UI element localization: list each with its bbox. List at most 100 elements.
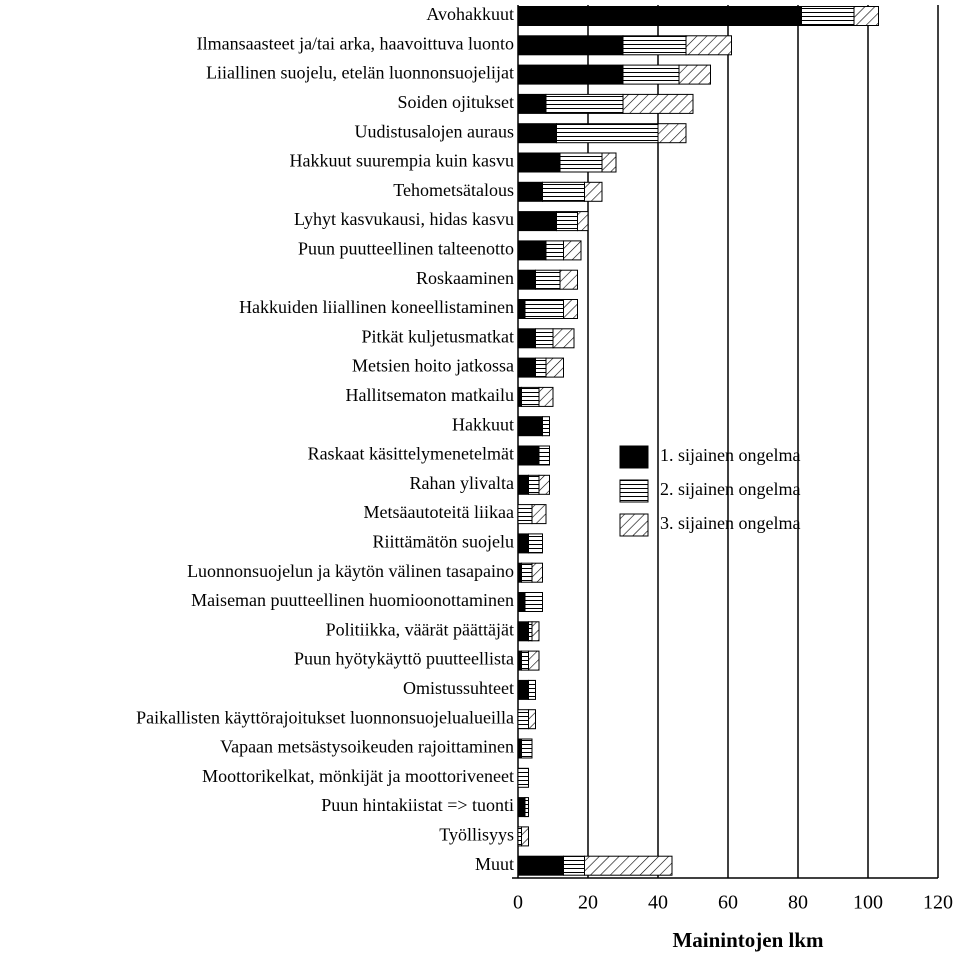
bar-segment [517,679,529,700]
y-tick-label: Hallitsematon matkailu [346,385,514,405]
bar-segment [556,211,578,232]
bar-segment [531,504,547,525]
bar-segment [545,240,564,261]
y-tick-label: Avohakkuut [426,4,514,24]
bar-segment [577,211,589,232]
bar-segment [531,562,543,583]
bar-segment [528,621,533,642]
legend-label: 3. sijainen ongelma [660,513,800,533]
bar-segment [545,93,624,114]
y-tick-label: Vapaan metsästysoikeuden rajoittaminen [220,737,514,757]
bar-segment [517,328,536,349]
bar-segment [622,35,687,56]
bar-segment [601,152,617,173]
bar-segment [517,299,526,319]
bar-segment [521,386,540,407]
bar-segment [517,855,564,876]
bar-segment [517,6,802,26]
bar-segment [535,269,561,290]
bar-segment [517,797,526,818]
y-tick-label: Hakkuiden liiallinen koneellistaminen [239,297,514,317]
bar-segment [535,357,547,378]
bar-segment [517,504,533,525]
legend-swatch [619,513,649,537]
bar-segment [517,650,522,671]
y-tick-label: Uudistusalojen auraus [355,121,514,141]
y-tick-label: Ilmansaasteet ja/tai arka, haavoittuva l… [197,33,514,53]
bar-segment [517,826,522,847]
y-tick-label: Paikallisten käyttörajoitukset luonnonsu… [136,707,514,727]
bar-segment [528,474,540,495]
bar-segment [521,562,533,583]
bar-segment [528,533,543,554]
bar-segment [563,240,582,261]
bar-segment [528,709,536,730]
bar-segment [517,269,536,290]
bar-segment [538,474,550,495]
x-tick-label: 40 [648,892,668,914]
bar-segment [685,35,732,56]
bar-segment [517,386,522,407]
bar-segment [657,123,687,144]
y-tick-label: Raskaat käsittelymenetelmät [308,444,514,464]
bar-segment [552,328,575,349]
legend-label: 2. sijainen ongelma [660,479,800,499]
bar-segment [538,445,550,466]
bar-segment [542,181,585,202]
bar-segment [678,64,711,85]
y-tick-label: Moottorikelkat, mönkijät ja moottorivene… [202,766,514,786]
bar-segment [524,797,529,818]
y-tick-label: Puun puutteellinen talteenotto [298,239,514,259]
bar-segment [535,328,554,349]
bar-segment [559,269,578,290]
bar-segment [517,152,561,173]
bar-segment [517,123,557,144]
bar-segment [517,211,557,232]
y-tick-label: Liiallinen suojelu, etelän luonnonsuojel… [206,63,514,83]
bar-segment [801,6,855,26]
bar-segment [559,152,603,173]
legend-label: 1. sijainen ongelma [660,445,800,465]
bar-segment [517,767,529,788]
bar-segment [538,386,554,407]
bar-segment [521,738,533,759]
bar-segment [517,474,529,495]
legend-swatch [619,445,649,469]
y-tick-label: Roskaaminen [416,268,514,288]
bar-segment [528,650,540,671]
bar-segment [517,416,543,437]
y-tick-label: Puun hintakiistat => tuonti [321,795,514,815]
x-tick-label: 60 [718,892,738,914]
y-tick-label: Riittämätön suojelu [373,532,515,552]
bar-segment [524,592,543,612]
bar-segment [584,181,603,202]
bar-segment [517,592,526,612]
bar-segment [584,855,673,876]
y-tick-label: Metsien hoito jatkossa [352,356,514,376]
y-tick-label: Tehometsätalous [393,180,514,200]
legend-swatch [619,479,649,503]
bar-segment [524,299,564,319]
bar-segment [563,299,578,319]
bar-segment [556,123,659,144]
bar-segment [517,93,547,114]
y-tick-label: Politiikka, väärät päättäjät [326,619,514,639]
bar-segment [521,650,529,671]
bar-segment [853,6,879,26]
bar-segment [622,93,694,114]
x-tick-label: 0 [513,892,523,914]
bar-segment [545,357,564,378]
y-tick-label: Puun hyötykäyttö puutteellista [294,649,514,669]
bar-segment [517,64,624,85]
bar-segment [517,35,624,56]
x-tick-label: 100 [853,892,883,914]
x-tick-label: 80 [788,892,808,914]
y-tick-label: Hakkuut [452,414,514,434]
x-axis-label: Mainintojen lkm [672,928,824,952]
y-tick-label: Pitkät kuljetusmatkat [362,326,514,346]
bar-segment [528,679,536,700]
bar-segment [517,709,529,730]
bar-segment [563,855,585,876]
bar-segment [622,64,680,85]
